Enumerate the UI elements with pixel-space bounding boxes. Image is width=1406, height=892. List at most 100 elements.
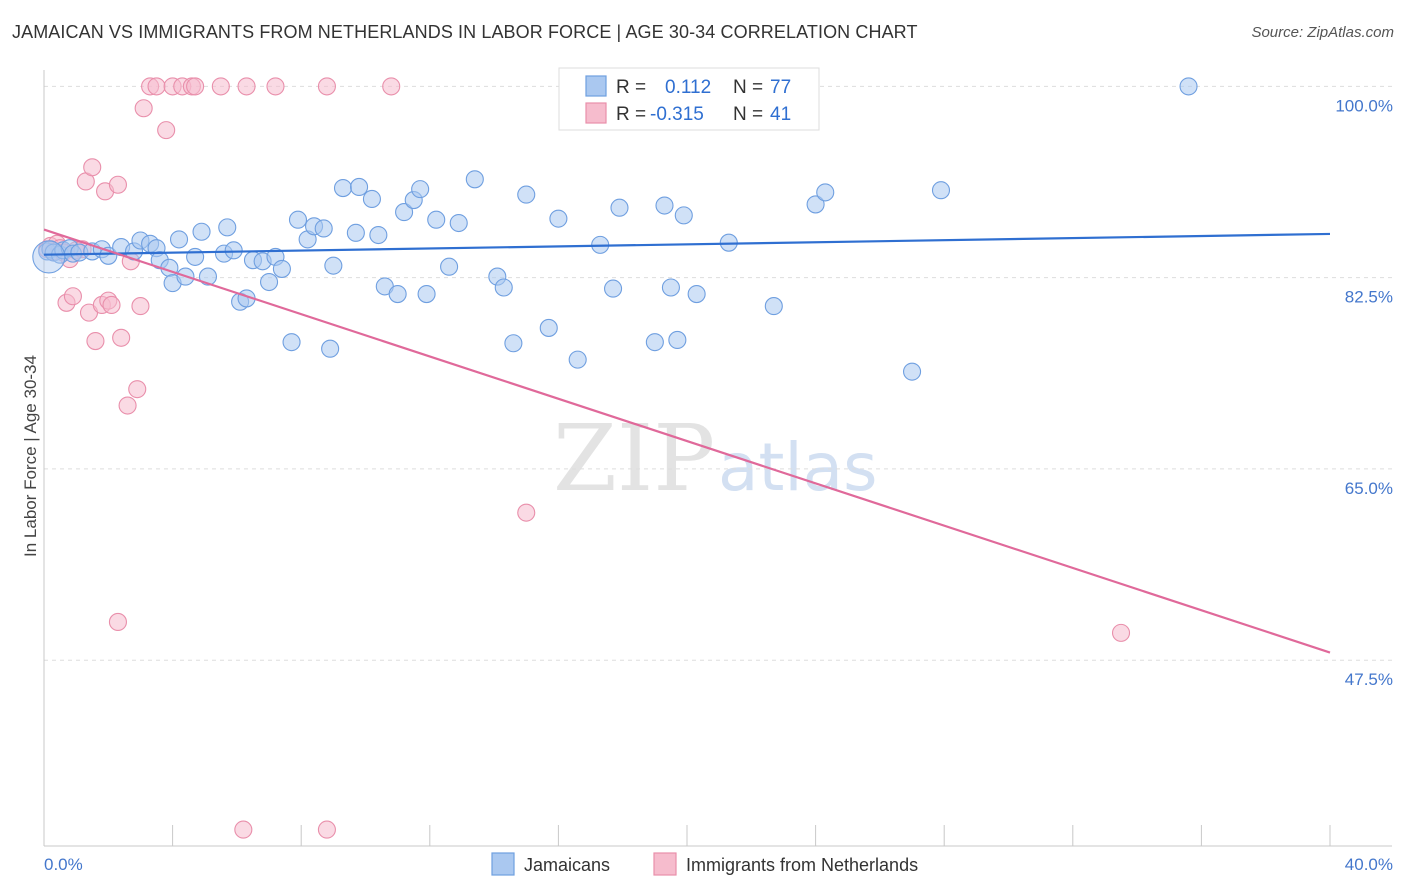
legend-r-value-1: -0.315	[650, 104, 704, 125]
point-jamaicans-64	[604, 279, 623, 298]
point-jamaicans-57	[494, 278, 513, 297]
point-jamaicans-62	[568, 350, 587, 369]
point-netherlands-20	[112, 328, 131, 347]
point-jamaicans-34	[282, 333, 301, 352]
legend-n-label-1: N =	[733, 104, 763, 125]
point-jamaicans-59	[517, 185, 536, 204]
y-tick-label-2: 82.5%	[1345, 288, 1393, 307]
point-jamaicans-19	[169, 230, 189, 249]
point-netherlands-14	[86, 332, 105, 351]
y-tick-label-3: 100.0%	[1335, 96, 1393, 115]
x-tick-labels: 0.0% 40.0%	[44, 855, 1393, 874]
axes	[43, 70, 1392, 847]
bottom-legend-swatch-netherlands	[653, 852, 677, 876]
point-jamaicans-69	[668, 330, 687, 350]
trend-line-netherlands	[43, 228, 1331, 654]
point-jamaicans-52	[427, 210, 446, 229]
point-netherlands-40	[1111, 623, 1131, 642]
point-jamaicans-61	[549, 209, 568, 228]
watermark-zip: ZIP	[553, 405, 715, 512]
y-tick-label-1: 65.0%	[1345, 479, 1393, 498]
gridlines	[44, 85, 1392, 661]
point-netherlands-39	[517, 503, 536, 522]
point-netherlands-32	[186, 77, 205, 96]
point-jamaicans-76	[902, 362, 922, 381]
point-jamaicans-54	[449, 213, 468, 233]
point-netherlands-34	[237, 77, 256, 96]
point-jamaicans-45	[369, 225, 388, 245]
point-jamaicans-25	[218, 218, 237, 237]
point-netherlands-42	[317, 820, 336, 839]
point-jamaicans-71	[687, 285, 706, 304]
x-tick-label-1: 40.0%	[1345, 855, 1393, 874]
point-jamaicans-35	[288, 210, 308, 229]
x-tick-label-0: 0.0%	[44, 855, 83, 874]
point-netherlands-23	[128, 380, 147, 399]
point-jamaicans-26	[224, 241, 243, 260]
point-jamaicans-58	[504, 334, 523, 353]
point-jamaicans-50	[411, 180, 430, 199]
bottom-legend-swatch-jamaicans	[491, 852, 515, 876]
trend-line-jamaicans	[43, 232, 1331, 256]
watermark-atlas: atlas	[718, 429, 878, 506]
point-jamaicans-40	[324, 256, 343, 275]
point-jamaicans-41	[333, 178, 353, 198]
point-jamaicans-53	[440, 257, 459, 276]
point-netherlands-35	[266, 77, 285, 96]
point-jamaicans-77	[931, 181, 951, 200]
point-netherlands-28	[157, 121, 176, 140]
point-netherlands-24	[131, 297, 150, 316]
watermark: ZIP atlas	[553, 405, 878, 512]
point-jamaicans-70	[674, 206, 693, 225]
point-netherlands-18	[102, 295, 121, 315]
legend-r-label-0: R =	[616, 77, 646, 98]
point-netherlands-25	[134, 99, 153, 118]
point-jamaicans-74	[806, 195, 825, 214]
legend-n-value-0: 77	[770, 77, 791, 98]
legend-n-value-1: 41	[770, 104, 791, 125]
chart-title: JAMAICAN VS IMMIGRANTS FROM NETHERLANDS …	[12, 22, 918, 42]
point-jamaicans-75	[816, 183, 835, 202]
point-jamaicans-42	[346, 223, 365, 242]
point-jamaicans-22	[192, 222, 211, 241]
point-jamaicans-31	[259, 272, 279, 292]
point-jamaicans-48	[395, 203, 414, 222]
point-netherlands-37	[382, 77, 401, 96]
point-jamaicans-23	[198, 267, 218, 286]
y-tick-label-0: 47.5%	[1345, 670, 1393, 689]
legend-r-value-0: 0.112	[665, 77, 711, 98]
point-netherlands-36	[317, 77, 336, 96]
point-jamaicans-38	[314, 219, 333, 238]
point-netherlands-33	[211, 77, 230, 96]
point-netherlands-8	[63, 287, 82, 306]
legend-n-label-0: N =	[733, 77, 763, 98]
point-netherlands-19	[108, 175, 127, 194]
legend-r-label-1: R =	[616, 104, 646, 125]
bottom-legend-label-netherlands: Immigrants from Netherlands	[686, 855, 918, 875]
point-jamaicans-55	[465, 170, 484, 189]
legend-swatch-netherlands	[585, 102, 607, 124]
point-netherlands-21	[118, 396, 137, 415]
legend-top: R = 0.112 N = 77 R = -0.315 N = 41	[558, 67, 820, 131]
bottom-legend-label-jamaicans: Jamaicans	[524, 855, 610, 875]
point-jamaicans-43	[350, 177, 369, 196]
trend-lines	[43, 228, 1331, 654]
legend-bottom: Jamaicans Immigrants from Netherlands	[491, 852, 918, 876]
point-jamaicans-44	[362, 189, 381, 209]
point-jamaicans-cluster	[32, 240, 66, 274]
point-netherlands-38	[108, 612, 127, 631]
legend-swatch-jamaicans	[585, 75, 607, 97]
point-jamaicans-78	[1179, 77, 1198, 96]
y-axis-label: In Labor Force | Age 30-34	[21, 355, 40, 557]
point-jamaicans-51	[417, 285, 436, 304]
point-jamaicans-73	[764, 297, 783, 316]
source-label: Source: ZipAtlas.com	[1251, 24, 1394, 41]
point-netherlands-13	[83, 158, 102, 177]
point-jamaicans-68	[661, 278, 680, 297]
point-jamaicans-66	[645, 333, 664, 352]
y-tick-labels: 47.5% 65.0% 82.5% 100.0%	[1335, 96, 1393, 689]
point-jamaicans-65	[610, 198, 629, 217]
point-jamaicans-67	[655, 196, 674, 215]
point-netherlands-41	[234, 820, 253, 839]
